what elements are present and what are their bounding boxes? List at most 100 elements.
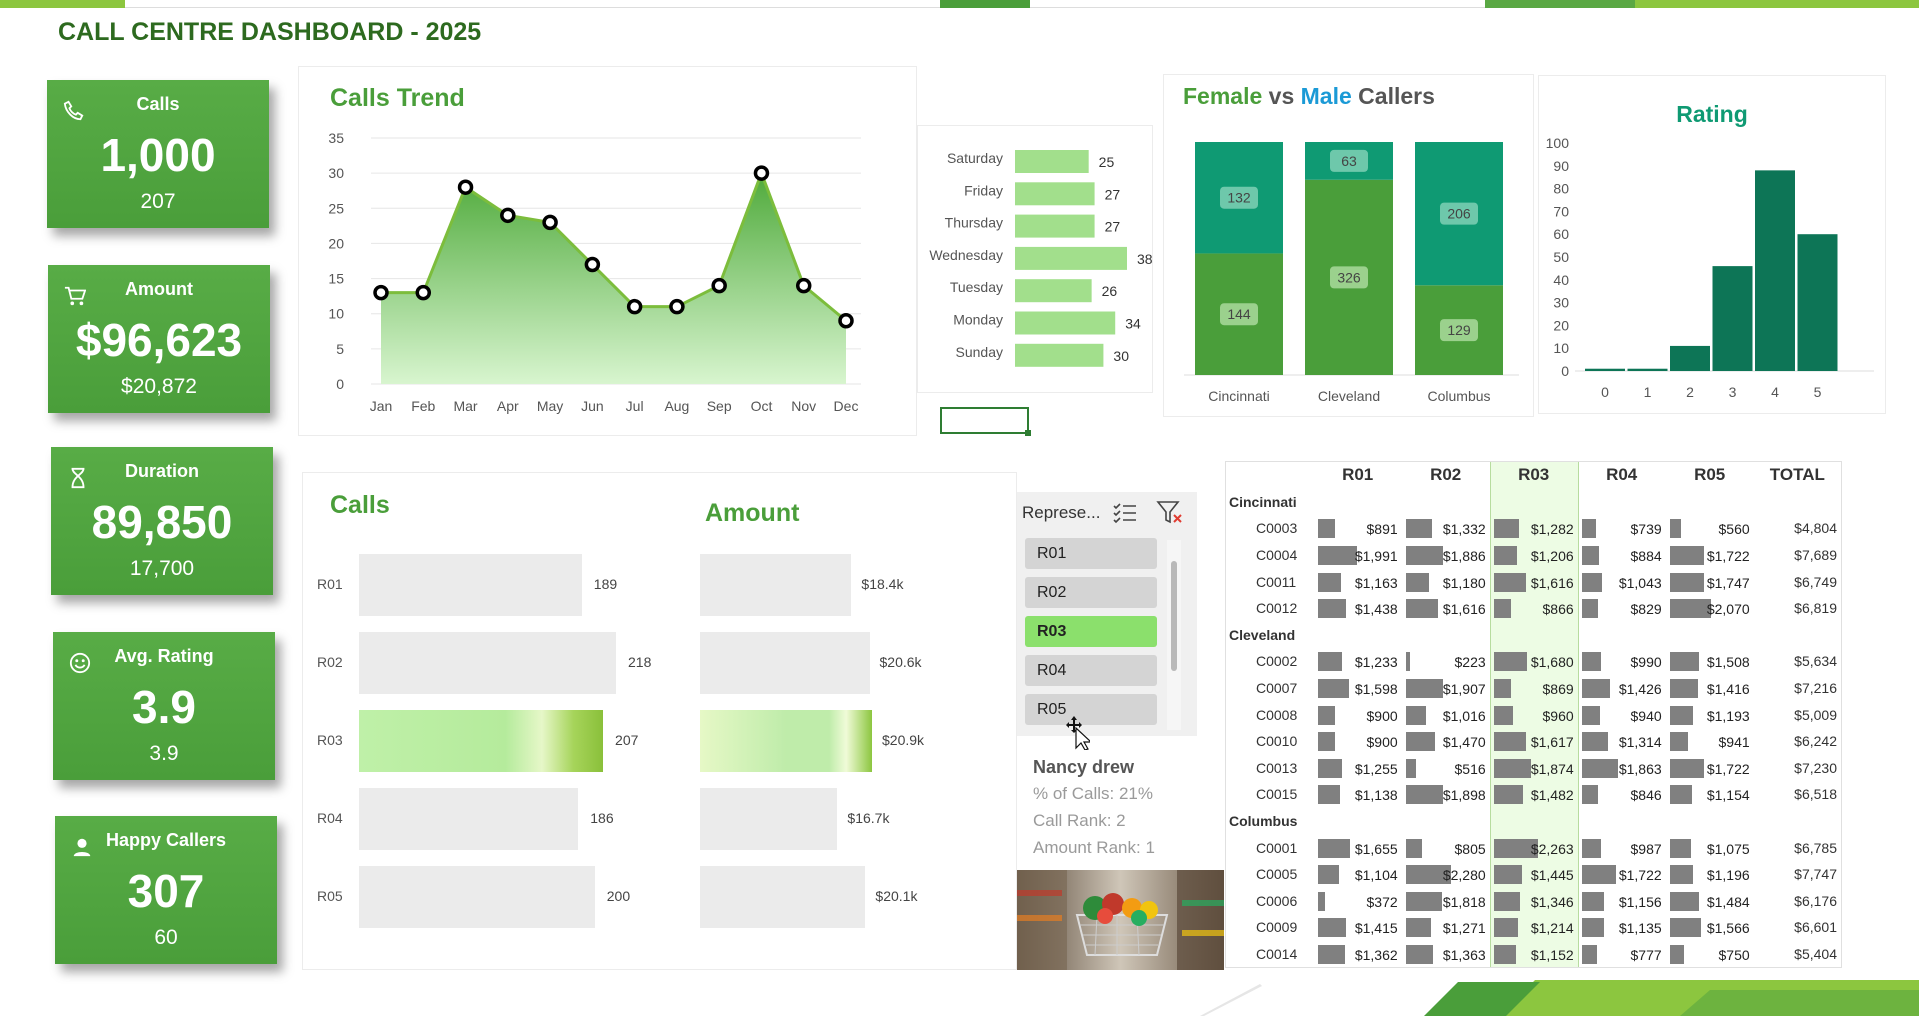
data-bar	[1669, 838, 1691, 858]
y-tick-label: 40	[1553, 272, 1569, 288]
x-tick-label: 1	[1644, 384, 1652, 400]
amount-cell: $846	[1578, 781, 1666, 808]
city-label: Columbus	[1229, 813, 1298, 830]
caller-id: C0015	[1256, 786, 1298, 803]
slicer-scrollbar-thumb[interactable]	[1171, 561, 1177, 671]
data-bar	[1581, 679, 1610, 699]
amount-cell: $1,314	[1578, 728, 1666, 755]
table-row: C0002 $1,233 $223 $1,680 $990 $1,508 $5,634	[1226, 648, 1841, 675]
y-tick-label: 10	[1553, 340, 1569, 356]
header-r04: R04	[1606, 465, 1638, 485]
rep-label: R04	[317, 810, 343, 826]
amount-cell: $223	[1402, 648, 1490, 675]
amount-value: $739	[1630, 521, 1662, 538]
data-bar	[1669, 944, 1685, 964]
rep-bar-value: $16.7k	[847, 810, 890, 826]
amount-value: $223	[1454, 654, 1486, 671]
trend-point	[669, 298, 685, 315]
y-tick-label: 5	[336, 341, 344, 357]
amount-cell: $1,722	[1666, 755, 1754, 782]
amount-cell: $1,363	[1402, 941, 1490, 968]
amount-value: $1,747	[1706, 574, 1750, 591]
weekday-bar	[1015, 246, 1127, 270]
data-bar	[1493, 679, 1511, 699]
kpi-value: $96,623	[75, 314, 243, 366]
slicer-item-r05[interactable]: R05	[1025, 694, 1157, 725]
selected-cell[interactable]	[940, 407, 1031, 436]
amount-cell: $869	[1490, 675, 1578, 702]
amount-value: $866	[1542, 601, 1574, 618]
data-bar	[1405, 891, 1442, 911]
data-bar	[1405, 918, 1431, 938]
data-bar	[1669, 865, 1694, 885]
amount-cell: $1,874	[1490, 755, 1578, 782]
slicer-item-r04[interactable]: R04	[1025, 655, 1157, 686]
amount-cell: $1,156	[1578, 888, 1666, 915]
amount-cell: $1,991	[1314, 542, 1402, 569]
data-bar	[1669, 599, 1711, 619]
data-bar	[1405, 944, 1433, 964]
header-r03: R03	[1518, 465, 1550, 485]
data-bar	[1405, 758, 1416, 778]
x-tick-label: 4	[1771, 384, 1779, 400]
kpi-subvalue: $20,872	[121, 375, 197, 398]
kpi-value: 89,850	[91, 496, 233, 548]
row-total: $6,749	[1794, 573, 1837, 590]
amount-value: $1,332	[1442, 521, 1486, 538]
kpi-card-amount: Amount $96,623 $20,872	[48, 265, 270, 413]
y-tick-label: 100	[1546, 135, 1570, 151]
amount-value: $372	[1366, 893, 1398, 910]
amount-value: $1,255	[1354, 760, 1398, 777]
weekday-bar	[1015, 150, 1089, 173]
amount-cell: $1,416	[1666, 675, 1754, 702]
rating-panel: Rating 0 10 20 30 40 50 60 70 80 90 100 0 1 2 3 4 5	[1538, 75, 1886, 414]
male-value-label: 206	[1447, 206, 1471, 222]
dashboard-title: CALL CENTRE DASHBOARD - 2025	[58, 18, 482, 46]
amount-cell: $1,616	[1402, 595, 1490, 622]
title-male: Male	[1300, 83, 1352, 109]
slicer-item-r03[interactable]: R03	[1025, 616, 1157, 647]
rep-bar-row: $20.6k	[681, 632, 1011, 694]
rep-label: R02	[317, 654, 343, 670]
amount-cell: $891	[1314, 515, 1402, 542]
amount-cell: $560	[1666, 515, 1754, 542]
amount-value: $1,271	[1442, 920, 1486, 937]
amount-cell: $1,152	[1490, 941, 1578, 968]
y-tick-label: 50	[1553, 249, 1569, 265]
amount-cell: $1,566	[1666, 914, 1754, 941]
city-label: Cincinnati	[1208, 388, 1269, 404]
amount-cell: $829	[1578, 595, 1666, 622]
weekday-value: 34	[1125, 316, 1141, 332]
amount-value: $1,314	[1618, 734, 1662, 751]
y-tick-label: 15	[328, 271, 344, 287]
y-tick-label: 60	[1553, 226, 1569, 242]
multiselect-icon[interactable]	[1112, 501, 1138, 525]
clear-filter-icon[interactable]	[1156, 500, 1184, 526]
slicer-item-r02[interactable]: R02	[1025, 577, 1157, 608]
weekday-value: 27	[1105, 186, 1121, 202]
table-row: C0005 $1,104 $2,280 $1,445 $1,722 $1,196 $7,74…	[1226, 861, 1841, 888]
amount-value: $1,616	[1442, 601, 1486, 618]
data-bar	[1405, 705, 1426, 725]
y-tick-label: 35	[328, 130, 344, 146]
y-tick-label: 80	[1553, 181, 1569, 197]
data-bar	[1405, 652, 1411, 672]
slicer-item-r01[interactable]: R01	[1025, 538, 1157, 569]
data-bar	[1405, 732, 1435, 752]
trend-area	[381, 173, 846, 384]
rep-name: Nancy drew	[1033, 757, 1135, 777]
caller-id: C0011	[1256, 573, 1297, 590]
kpi-value: 307	[127, 865, 205, 917]
rep-bar-row: $18.4k	[681, 554, 1011, 616]
amount-value: $1,991	[1354, 548, 1398, 565]
data-bar	[1493, 705, 1513, 725]
data-bar	[1493, 758, 1531, 778]
data-bar	[1493, 865, 1523, 885]
rep-bar	[700, 710, 872, 772]
trend-point	[711, 277, 727, 294]
kpi-subvalue: 3.9	[149, 742, 179, 765]
kpi-card-avg-rating: Avg. Rating 3.9 3.9	[53, 632, 275, 780]
amount-value: $805	[1454, 840, 1486, 857]
row-total: $5,404	[1794, 945, 1837, 962]
rep-bar-row: $20.1k	[681, 866, 1011, 928]
